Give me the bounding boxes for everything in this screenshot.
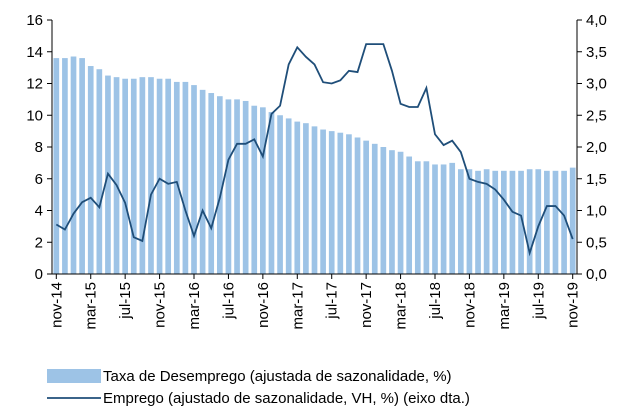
x-tick-label: jul-18 xyxy=(427,282,444,320)
y2-tick-label: 3,0 xyxy=(586,76,607,93)
bar xyxy=(79,58,85,274)
bar xyxy=(294,121,301,274)
bar xyxy=(380,147,387,274)
x-tick-label: nov-19 xyxy=(565,282,582,328)
bar xyxy=(139,77,146,275)
bar xyxy=(509,170,516,274)
x-tick-label: nov-15 xyxy=(152,282,169,328)
y-tick-label: 2 xyxy=(35,234,43,251)
line xyxy=(55,43,574,257)
y2-tick-label: 1,5 xyxy=(586,171,607,188)
x-tick-label: mar-17 xyxy=(289,282,306,330)
y-tick-label: 16 xyxy=(26,12,43,29)
y-tick-label: 12 xyxy=(26,76,43,93)
bar xyxy=(466,169,473,274)
bar xyxy=(199,89,206,274)
bar xyxy=(475,170,481,274)
bar xyxy=(260,107,266,274)
bar xyxy=(311,126,318,274)
x-tick-label: jul-19 xyxy=(530,282,547,320)
bar xyxy=(251,105,258,274)
y-tick-label: 6 xyxy=(35,171,43,188)
x-tick-label: nov-14 xyxy=(48,282,65,328)
bar xyxy=(216,96,223,274)
bar xyxy=(457,169,464,274)
bar xyxy=(544,170,550,274)
bar xyxy=(285,118,292,274)
y-tick-label: 14 xyxy=(26,44,43,61)
y2-tick-label: 1,0 xyxy=(586,203,607,220)
bar xyxy=(432,164,438,274)
y2-tick-label: 3,5 xyxy=(586,44,607,61)
bar xyxy=(440,164,447,274)
legend-swatch xyxy=(47,369,101,383)
bar xyxy=(552,170,559,274)
x-tick-label: jul-15 xyxy=(117,282,134,320)
bar xyxy=(242,100,249,275)
bar xyxy=(492,170,499,274)
bar xyxy=(535,169,542,274)
bar xyxy=(389,150,395,274)
bar xyxy=(518,170,524,274)
bar xyxy=(526,169,533,274)
bar xyxy=(277,115,283,274)
bar xyxy=(165,78,172,274)
y2-tick-label: 2,5 xyxy=(586,107,607,124)
bar xyxy=(191,85,197,275)
bar xyxy=(483,169,490,274)
bar xyxy=(234,99,240,274)
y2-tick-label: 4,0 xyxy=(586,12,607,29)
bar xyxy=(62,58,68,274)
bar xyxy=(406,156,413,274)
y-tick-label: 10 xyxy=(26,107,43,124)
x-tick-label: nov-17 xyxy=(358,282,375,328)
x-tick-label: mar-19 xyxy=(496,282,513,330)
x-tick-label: jul-17 xyxy=(324,282,341,320)
x-tick-label: nov-16 xyxy=(255,282,272,328)
bar xyxy=(70,56,77,275)
bar xyxy=(148,77,154,275)
y2-tick-label: 0,0 xyxy=(586,266,607,283)
bar xyxy=(320,129,326,274)
bar xyxy=(130,78,137,274)
bar xyxy=(208,93,215,275)
x-tick-label: jul-16 xyxy=(220,282,237,320)
x-tick-label: nov-18 xyxy=(461,282,478,328)
bar xyxy=(423,161,430,274)
legend-label: Emprego (ajustado de sazonalidade, VH, %… xyxy=(103,390,470,407)
bar xyxy=(449,162,456,274)
bar xyxy=(303,123,309,274)
bar xyxy=(346,134,352,274)
bar xyxy=(122,78,128,274)
bar xyxy=(561,170,567,274)
bar xyxy=(414,161,421,274)
bar xyxy=(225,99,232,274)
bar xyxy=(354,137,361,274)
y-tick-label: 4 xyxy=(35,203,43,220)
bar xyxy=(328,131,335,274)
x-tick-label: mar-15 xyxy=(83,282,100,330)
bar xyxy=(96,69,103,275)
y-tick-label: 8 xyxy=(35,139,43,156)
bar xyxy=(371,143,378,274)
bar xyxy=(501,170,507,274)
legend-label: Taxa de Desemprego (ajustada de sazonali… xyxy=(103,368,452,385)
x-tick-label: mar-18 xyxy=(393,282,410,330)
bar xyxy=(268,112,275,274)
bar xyxy=(337,132,344,274)
bar xyxy=(156,78,163,274)
y2-tick-label: 2,0 xyxy=(586,139,607,156)
x-tick-label: mar-16 xyxy=(186,282,203,330)
bar xyxy=(363,140,369,274)
bar xyxy=(182,81,189,274)
y2-tick-label: 0,5 xyxy=(586,234,607,251)
bar xyxy=(87,66,94,274)
y-tick-label: 0 xyxy=(35,266,43,283)
bar xyxy=(173,81,180,274)
bar xyxy=(53,58,60,274)
bar xyxy=(569,167,576,274)
bar xyxy=(113,77,120,275)
bar xyxy=(397,151,404,274)
